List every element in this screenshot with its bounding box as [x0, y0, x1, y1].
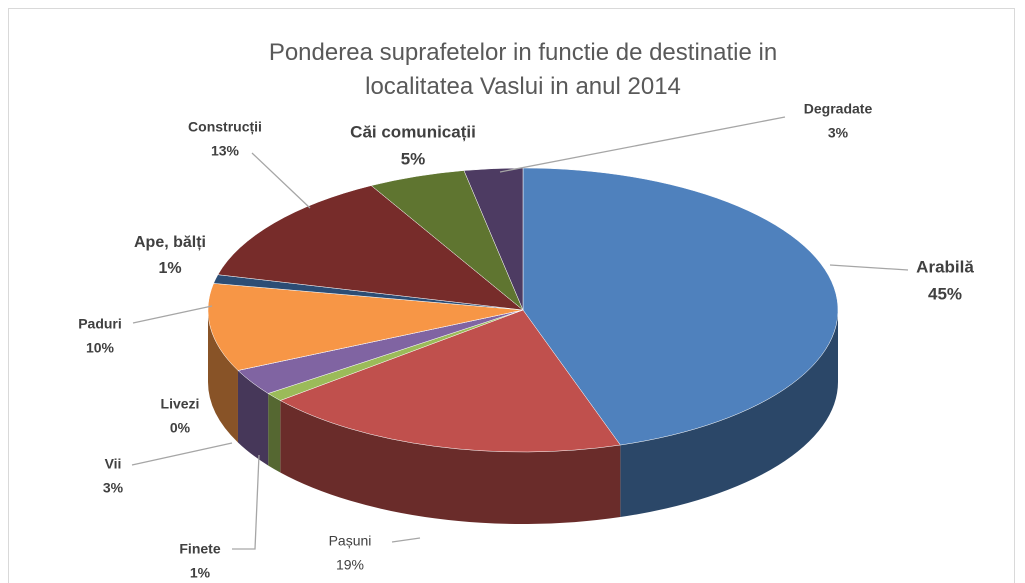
slice-label: Pașuni	[329, 533, 372, 549]
slice-side	[268, 393, 281, 473]
slice	[522, 167, 839, 446]
value-label: 10%	[86, 340, 115, 356]
slice-label: Livezi	[161, 396, 200, 412]
value-label: 19%	[336, 557, 364, 573]
chart-frame	[8, 8, 1015, 583]
value-label: 13%	[211, 143, 240, 159]
slice-label: Paduri	[78, 316, 122, 332]
slice-side	[237, 370, 269, 466]
slice-label: Ape, bălți	[134, 234, 206, 251]
slice-label: Degradate	[804, 101, 873, 117]
slice	[217, 185, 524, 311]
value-label: 3%	[828, 125, 849, 141]
leader-line	[391, 537, 421, 543]
leader-line	[232, 454, 260, 550]
value-label: 45%	[928, 284, 962, 303]
value-label: 1%	[190, 565, 211, 581]
slice-label: Finete	[179, 541, 220, 557]
slice-side	[280, 400, 621, 525]
leader-line	[132, 305, 213, 324]
leader-line	[251, 152, 311, 209]
chart-title: Ponderea suprafetelor in functie de dest…	[268, 39, 778, 100]
value-label: 3%	[103, 480, 124, 496]
slice-label: Vii	[105, 456, 122, 472]
slice-label: Arabilă	[916, 257, 974, 276]
slice-label: Construcții	[188, 119, 262, 135]
value-label: 1%	[158, 260, 181, 277]
value-label: 5%	[401, 149, 426, 168]
slice	[207, 283, 524, 371]
leader-line	[829, 264, 909, 271]
slice-side	[620, 310, 838, 518]
value-label: 0%	[170, 420, 191, 436]
leader-line	[499, 116, 786, 173]
slice-label: Căi comunicații	[350, 122, 476, 141]
slice	[279, 309, 621, 453]
leader-line	[131, 442, 233, 466]
slice-side	[208, 310, 238, 443]
